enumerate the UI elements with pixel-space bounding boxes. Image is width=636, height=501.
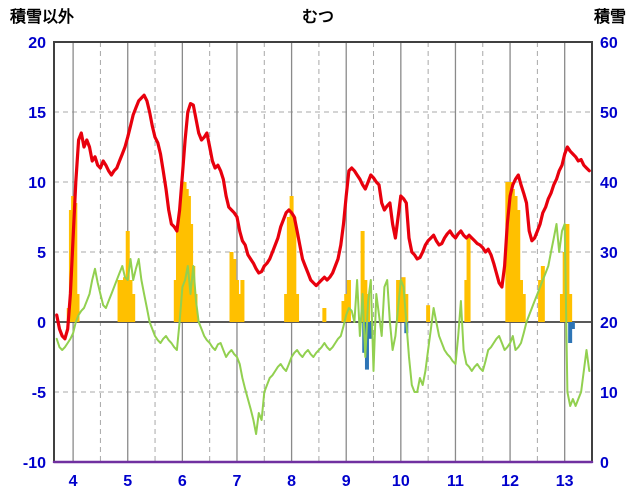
precipitation-bar — [426, 305, 431, 322]
precipitation-bar — [232, 259, 237, 322]
precipitation-bar — [341, 301, 346, 322]
snowfall-bar — [568, 322, 573, 343]
precipitation-bar — [123, 277, 128, 322]
left-axis-tick-label: 20 — [28, 35, 46, 52]
snowfall-bar — [570, 322, 575, 329]
x-axis-tick-label: 7 — [233, 473, 242, 490]
x-axis-tick-label: 6 — [178, 473, 187, 490]
precipitation-bar — [565, 224, 570, 322]
precipitation-bar — [178, 210, 183, 322]
precipitation-bar — [344, 294, 349, 322]
precipitation-bar — [120, 280, 125, 322]
precipitation-bar — [562, 252, 567, 322]
right-axis-tick-label: 10 — [600, 385, 618, 402]
precipitation-bar — [568, 294, 573, 322]
precipitation-bar — [346, 280, 351, 322]
precipitation-bar — [516, 210, 521, 322]
left-axis-title: 積雪以外 — [9, 7, 74, 26]
precipitation-bar — [401, 277, 406, 322]
precipitation-bar — [521, 294, 526, 322]
precipitation-bar — [237, 294, 242, 322]
precipitation-bar — [513, 196, 518, 322]
precipitation-bar — [398, 280, 403, 322]
precipitation-bar — [289, 196, 294, 322]
precipitation-bar — [191, 266, 196, 322]
x-axis-tick-label: 8 — [287, 473, 296, 490]
right-axis-title: 積雪 — [593, 7, 626, 26]
precipitation-bar — [180, 182, 185, 322]
precipitation-bar — [284, 294, 289, 322]
precipitation-bar — [234, 280, 239, 322]
precipitation-bar — [538, 280, 543, 322]
right-axis-tick-label: 50 — [600, 105, 618, 122]
left-axis-tick-label: 10 — [28, 175, 46, 192]
left-axis-tick-label: 0 — [37, 315, 46, 332]
precipitation-bar — [505, 182, 510, 322]
x-axis-tick-label: 4 — [69, 473, 78, 490]
precipitation-bar — [75, 294, 80, 322]
precipitation-bar — [117, 280, 122, 322]
x-axis-tick-label: 9 — [342, 473, 351, 490]
precipitation-bar — [518, 280, 523, 322]
left-axis-tick-label: 5 — [37, 245, 46, 262]
x-axis-tick-label: 10 — [392, 473, 410, 490]
precipitation-bar — [510, 189, 515, 322]
precipitation-bar — [322, 308, 327, 322]
precipitation-bar — [73, 203, 78, 322]
precipitation-bar — [182, 182, 187, 322]
precipitation-bar — [404, 294, 409, 322]
right-axis-tick-label: 40 — [600, 175, 618, 192]
left-axis-tick-label: -5 — [32, 385, 46, 402]
chart-title: むつ — [302, 8, 334, 26]
precipitation-bar — [175, 231, 180, 322]
precipitation-bar — [186, 196, 191, 322]
precipitation-bar — [295, 294, 300, 322]
precipitation-bar — [131, 294, 136, 322]
precipitation-bar — [128, 280, 133, 322]
snowfall-bar — [367, 322, 372, 339]
precipitation-bar — [193, 294, 198, 322]
precipitation-bar — [466, 238, 471, 322]
x-axis-tick-label: 12 — [501, 473, 519, 490]
precipitation-bar — [184, 189, 189, 322]
precipitation-bar — [508, 182, 513, 322]
left-axis-tick-label: 15 — [28, 105, 46, 122]
precipitation-bar — [464, 280, 469, 322]
right-axis-tick-label: 0 — [600, 455, 609, 472]
right-axis-tick-label: 60 — [600, 35, 618, 52]
precipitation-bar — [189, 224, 194, 322]
x-axis-tick-label: 11 — [447, 473, 464, 490]
right-axis-tick-label: 20 — [600, 315, 618, 332]
precipitation-bar — [240, 280, 245, 322]
precipitation-bar — [292, 217, 297, 322]
precipitation-bar — [363, 280, 368, 322]
x-axis-tick-label: 13 — [556, 473, 574, 490]
precipitation-bar — [360, 231, 365, 322]
precipitation-bar — [540, 266, 545, 322]
precipitation-bar — [229, 252, 234, 322]
temperature-line — [55, 93, 591, 341]
precipitation-bar — [559, 294, 564, 322]
left-axis-tick-label: -10 — [23, 455, 46, 472]
green-line-line — [55, 223, 591, 435]
precipitation-bar — [173, 280, 178, 322]
precipitation-bar — [286, 217, 291, 322]
x-axis-tick-label: 5 — [123, 473, 132, 490]
right-axis-tick-label: 30 — [600, 245, 618, 262]
snowfall-bar — [364, 322, 369, 370]
